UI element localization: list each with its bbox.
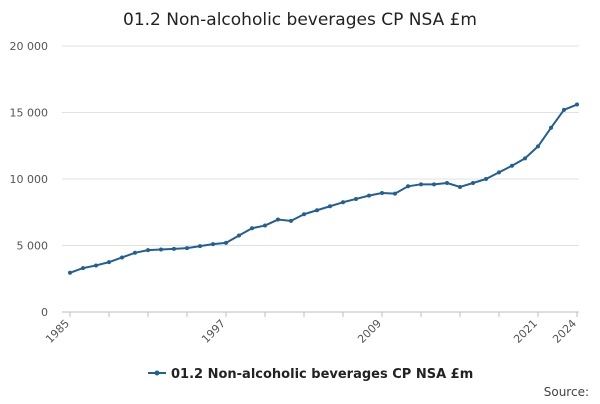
legend: 01.2 Non-alcoholic beverages CP NSA £m bbox=[148, 367, 473, 382]
x-tick-label: 2009 bbox=[355, 317, 384, 346]
x-tick-label: 1997 bbox=[199, 317, 228, 346]
data-point bbox=[224, 240, 228, 245]
data-point bbox=[94, 263, 98, 268]
data-point bbox=[68, 270, 72, 275]
data-point bbox=[484, 177, 488, 181]
source-label: Source: bbox=[544, 385, 589, 399]
data-point bbox=[159, 247, 163, 252]
data-point bbox=[315, 208, 319, 213]
data-point bbox=[211, 242, 215, 247]
data-point bbox=[185, 246, 189, 251]
x-tick-label: 2021 bbox=[511, 317, 540, 346]
data-point bbox=[328, 204, 332, 209]
data-point bbox=[497, 170, 501, 175]
data-point bbox=[380, 190, 384, 195]
x-tick-label: 1985 bbox=[43, 317, 72, 346]
data-point bbox=[263, 223, 267, 228]
y-tick-label: 10 000 bbox=[10, 173, 49, 186]
y-tick-label: 15 000 bbox=[10, 107, 49, 120]
data-point bbox=[419, 182, 423, 187]
data-point bbox=[575, 102, 579, 107]
data-point bbox=[198, 244, 202, 249]
data-point bbox=[107, 260, 111, 265]
data-point bbox=[302, 212, 306, 217]
data-point bbox=[406, 184, 410, 189]
data-point bbox=[354, 196, 358, 201]
y-tick-label: 5 000 bbox=[17, 240, 49, 253]
data-point bbox=[250, 226, 254, 231]
data-point bbox=[471, 180, 475, 185]
data-point bbox=[393, 191, 397, 196]
data-point bbox=[133, 250, 137, 255]
x-axis: 1985 1997 2009 2021 2024 bbox=[43, 311, 579, 346]
series-line bbox=[69, 103, 578, 274]
y-tick-label: 0 bbox=[41, 306, 48, 319]
legend-label: 01.2 Non-alcoholic beverages CP NSA £m bbox=[171, 367, 473, 382]
data-point bbox=[445, 180, 449, 185]
y-tick-label: 20 000 bbox=[10, 40, 49, 53]
data-point bbox=[172, 246, 176, 251]
data-point bbox=[458, 184, 462, 189]
chart-title: 01.2 Non-alcoholic beverages CP NSA £m bbox=[123, 10, 477, 30]
data-point bbox=[276, 217, 280, 222]
data-point bbox=[367, 193, 371, 198]
legend-marker bbox=[154, 370, 160, 376]
data-point bbox=[81, 266, 85, 271]
data-point bbox=[146, 248, 150, 253]
y-axis-tick-labels: 0 5 000 10 000 15 000 20 000 bbox=[10, 40, 49, 319]
data-point bbox=[549, 125, 553, 130]
data-point bbox=[432, 182, 436, 187]
data-point bbox=[237, 233, 241, 238]
x-tick-label: 2024 bbox=[550, 317, 579, 346]
data-point bbox=[562, 107, 566, 112]
data-point bbox=[523, 156, 527, 161]
data-point bbox=[341, 200, 345, 205]
data-point bbox=[289, 218, 293, 223]
series-layer bbox=[68, 102, 579, 275]
data-point bbox=[120, 255, 124, 260]
data-point bbox=[510, 163, 514, 168]
data-point bbox=[536, 144, 540, 149]
gridlines bbox=[62, 45, 579, 246]
